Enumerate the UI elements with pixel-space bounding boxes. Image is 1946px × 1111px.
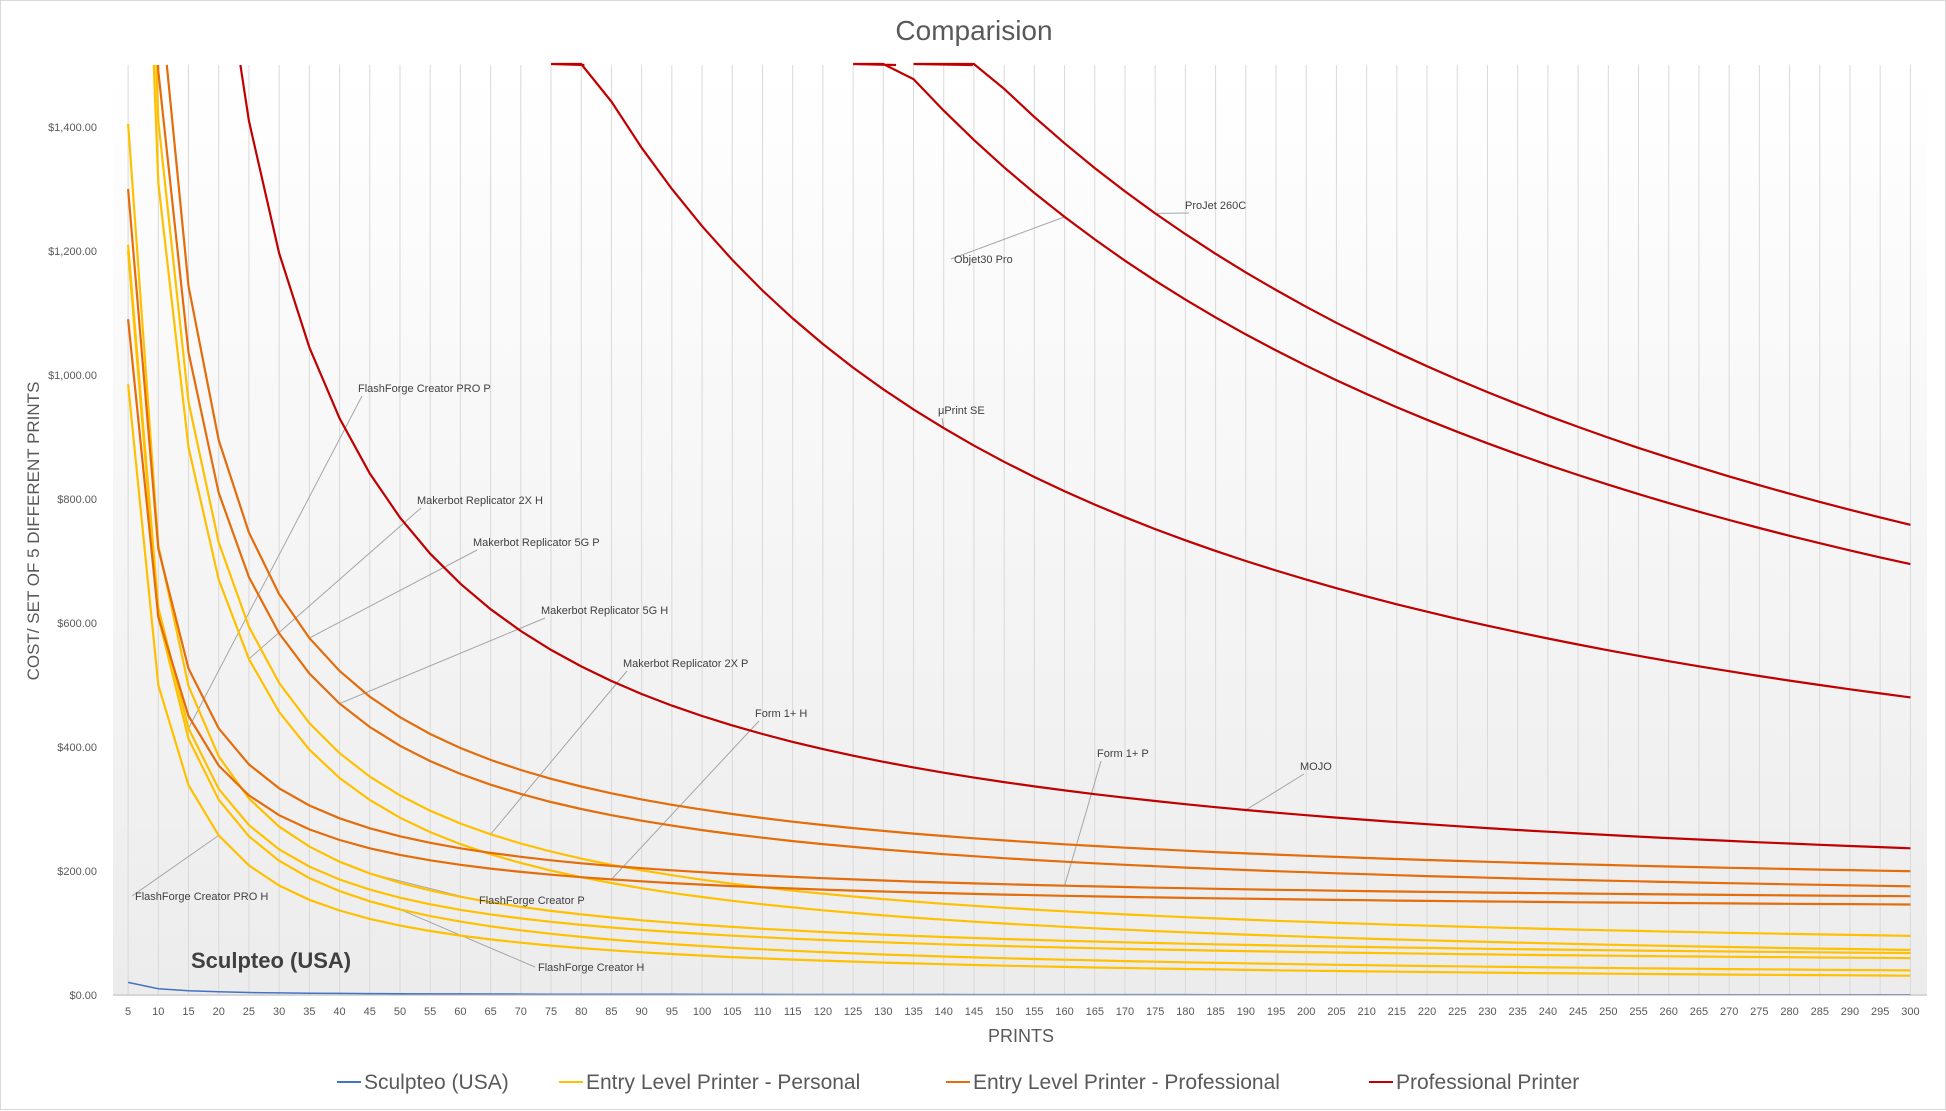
x-tick-label: 90 (636, 1006, 648, 1018)
annotation-objet30-pro: Objet30 Pro (954, 254, 1013, 266)
x-tick-label: 235 (1508, 1006, 1526, 1018)
x-tick-label: 50 (394, 1006, 406, 1018)
x-tick-label: 190 (1237, 1006, 1255, 1018)
x-tick-label: 205 (1327, 1006, 1345, 1018)
y-axis-ticks: $0.00 $200.00 $400.00 $600.00 $800.00 $1,000.… (48, 122, 97, 1002)
x-tick-label: 230 (1478, 1006, 1496, 1018)
legend: Sculpteo (USA) Entry Level Printer - Pers… (337, 1071, 1579, 1094)
x-tick-label: 10 (152, 1006, 164, 1018)
x-tick-label: 5 (125, 1006, 131, 1018)
x-tick-label: 30 (273, 1006, 285, 1018)
x-tick-label: 150 (995, 1006, 1013, 1018)
annotation-uprint-se: μPrint SE (938, 405, 985, 417)
legend-label-professional-printer: Professional Printer (1396, 1071, 1579, 1094)
x-tick-label: 180 (1176, 1006, 1194, 1018)
x-tick-label: 300 (1901, 1006, 1919, 1018)
y-tick-label: $600.00 (57, 618, 97, 630)
x-tick-label: 290 (1841, 1006, 1859, 1018)
x-tick-label: 80 (575, 1006, 587, 1018)
x-tick-label: 75 (545, 1006, 557, 1018)
x-tick-label: 35 (303, 1006, 315, 1018)
x-tick-label: 250 (1599, 1006, 1617, 1018)
x-tick-label: 110 (754, 1006, 772, 1018)
x-tick-label: 70 (515, 1006, 527, 1018)
x-tick-label: 145 (965, 1006, 983, 1018)
annotation-makerbot-replicator-2x-h: Makerbot Replicator 2X H (417, 495, 543, 507)
annotation-form-1-p: Form 1+ P (1097, 748, 1149, 760)
x-tick-label: 140 (935, 1006, 953, 1018)
annotation-sculpteo-usa: Sculpteo (USA) (191, 948, 351, 973)
x-tick-label: 280 (1780, 1006, 1798, 1018)
x-tick-label: 185 (1206, 1006, 1224, 1018)
x-tick-label: 120 (814, 1006, 832, 1018)
annotation-form-1-h: Form 1+ H (755, 708, 807, 720)
x-tick-label: 245 (1569, 1006, 1587, 1018)
x-tick-label: 160 (1055, 1006, 1073, 1018)
x-tick-label: 85 (605, 1006, 617, 1018)
x-tick-label: 20 (213, 1006, 225, 1018)
annotation-flashforge-creator-pro-p: FlashForge Creator PRO P (358, 383, 491, 395)
x-tick-label: 130 (874, 1006, 892, 1018)
x-tick-label: 295 (1871, 1006, 1889, 1018)
x-tick-label: 165 (1086, 1006, 1104, 1018)
x-tick-label: 255 (1629, 1006, 1647, 1018)
annotation-mojo: MOJO (1300, 761, 1332, 773)
x-tick-label: 195 (1267, 1006, 1285, 1018)
annotation-makerbot-replicator-5g-h: Makerbot Replicator 5G H (541, 605, 668, 617)
x-tick-label: 60 (454, 1006, 466, 1018)
y-tick-label: $200.00 (57, 866, 97, 878)
annotation-flashforge-creator-h: FlashForge Creator H (538, 962, 644, 974)
x-tick-label: 25 (243, 1006, 255, 1018)
x-tick-label: 115 (784, 1006, 802, 1018)
y-tick-label: $1,000.00 (48, 370, 97, 382)
x-tick-label: 265 (1690, 1006, 1708, 1018)
annotation-makerbot-replicator-5g-p: Makerbot Replicator 5G P (473, 537, 600, 549)
y-axis-label: COST/ SET OF 5 DIFFERENT PRINTS (24, 382, 43, 681)
y-tick-label: $400.00 (57, 742, 97, 754)
x-tick-label: 55 (424, 1006, 436, 1018)
x-tick-label: 40 (333, 1006, 345, 1018)
x-tick-label: 270 (1720, 1006, 1738, 1018)
annotation-flashforge-creator-pro-h: FlashForge Creator PRO H (135, 891, 268, 903)
x-tick-label: 210 (1357, 1006, 1375, 1018)
x-axis-label: PRINTS (988, 1026, 1054, 1046)
x-tick-label: 125 (844, 1006, 862, 1018)
x-tick-label: 155 (1025, 1006, 1043, 1018)
x-tick-label: 200 (1297, 1006, 1315, 1018)
annotation-makerbot-replicator-2x-p: Makerbot Replicator 2X P (623, 658, 748, 670)
plot-area (113, 65, 1927, 996)
x-tick-label: 15 (182, 1006, 194, 1018)
x-tick-label: 100 (693, 1006, 711, 1018)
x-tick-label: 275 (1750, 1006, 1768, 1018)
x-tick-label: 105 (723, 1006, 741, 1018)
x-tick-label: 285 (1811, 1006, 1829, 1018)
annotation-flashforge-creator-p: FlashForge Creator P (479, 895, 585, 907)
y-tick-label: $1,400.00 (48, 122, 97, 134)
x-tick-label: 225 (1448, 1006, 1466, 1018)
y-tick-label: $800.00 (57, 494, 97, 506)
x-tick-label: 240 (1539, 1006, 1557, 1018)
x-tick-label: 215 (1388, 1006, 1406, 1018)
x-tick-label: 135 (904, 1006, 922, 1018)
x-tick-label: 45 (364, 1006, 376, 1018)
y-tick-label: $1,200.00 (48, 246, 97, 258)
x-tick-label: 95 (666, 1006, 678, 1018)
x-tick-label: 175 (1146, 1006, 1164, 1018)
x-axis-ticks: 5 10 15 20 25 30 35 40 45 50 55 60 65 70 75 80 85 90 95 100… (125, 1006, 1920, 1018)
chart-title: Comparision (895, 15, 1052, 46)
annotation-projet-260c: ProJet 260C (1185, 200, 1246, 212)
x-tick-label: 65 (484, 1006, 496, 1018)
legend-label-sculpteo-usa: Sculpteo (USA) (364, 1071, 509, 1094)
x-tick-label: 170 (1116, 1006, 1134, 1018)
x-tick-label: 220 (1418, 1006, 1436, 1018)
legend-label-entry-level-printer-personal: Entry Level Printer - Personal (586, 1071, 860, 1094)
x-tick-label: 260 (1660, 1006, 1678, 1018)
y-tick-label: $0.00 (69, 990, 97, 1002)
legend-label-entry-level-printer-professional: Entry Level Printer - Professional (973, 1071, 1280, 1094)
